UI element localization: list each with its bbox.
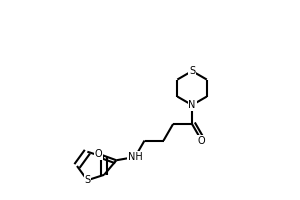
Text: N: N: [188, 100, 196, 110]
Text: S: S: [84, 175, 90, 185]
Text: O: O: [95, 149, 102, 159]
Text: O: O: [198, 136, 206, 146]
Text: S: S: [189, 66, 195, 76]
Text: NH: NH: [128, 152, 142, 162]
